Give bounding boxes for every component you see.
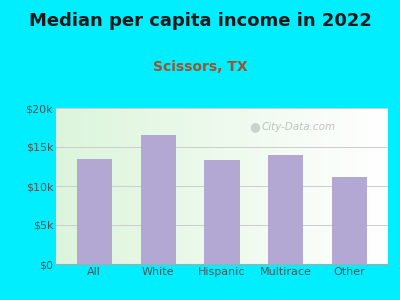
Text: City-Data.com: City-Data.com xyxy=(261,122,336,132)
Text: Median per capita income in 2022: Median per capita income in 2022 xyxy=(28,12,372,30)
Text: ●: ● xyxy=(250,120,261,133)
Bar xyxy=(140,135,176,264)
Bar xyxy=(77,160,112,264)
Text: Scissors, TX: Scissors, TX xyxy=(153,60,247,74)
Bar xyxy=(332,177,367,264)
Bar xyxy=(268,155,304,264)
Bar xyxy=(204,160,240,264)
